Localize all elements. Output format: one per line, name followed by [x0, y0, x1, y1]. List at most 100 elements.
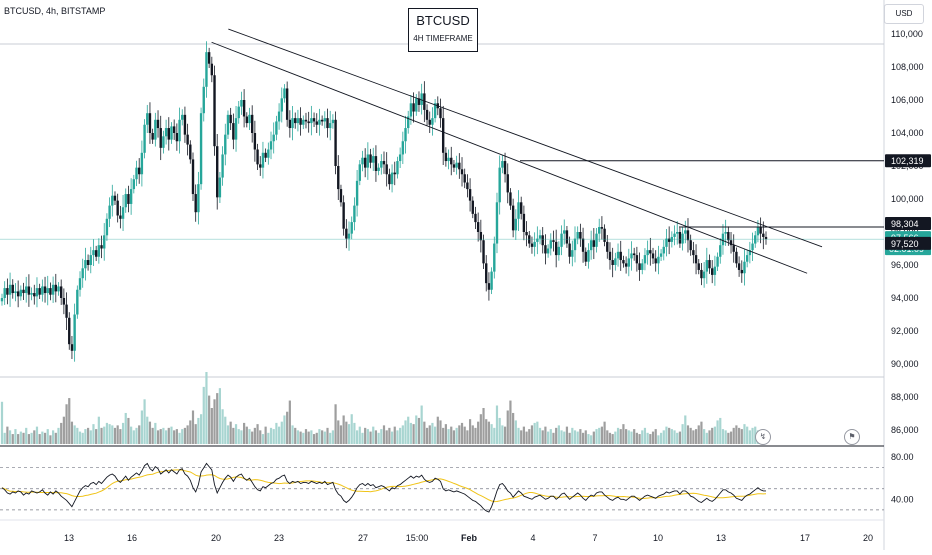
candle: [511, 205, 515, 231]
volume-bar: [41, 431, 44, 444]
candle: [646, 250, 649, 256]
volume-bar: [517, 427, 520, 444]
volume-bar: [668, 427, 671, 444]
candle: [506, 174, 509, 193]
volume-bar: [560, 430, 563, 444]
volume-bar: [444, 424, 447, 444]
volume-bars: [0, 372, 762, 444]
time-tick-label: 13: [716, 533, 726, 543]
candle: [676, 232, 679, 234]
bolt-icon[interactable]: ↯: [755, 429, 771, 445]
volume-bar: [234, 424, 238, 444]
volume-bar: [670, 429, 673, 444]
candle: [304, 119, 308, 122]
upper-descending-trendline[interactable]: [228, 28, 823, 248]
candle: [409, 103, 413, 117]
volume-bar: [455, 427, 458, 444]
time-axis[interactable]: 13 16 20 23 27 15:00 Feb 4 7 10 13 17 20: [64, 533, 873, 543]
candle: [318, 119, 321, 125]
symbol-info: BTCUSD, 4h, BITSTAMP: [4, 6, 106, 16]
volume-bar: [616, 427, 620, 444]
candle: [121, 207, 125, 219]
candle: [587, 250, 590, 262]
volume-bar: [140, 410, 143, 444]
volume-bar: [705, 432, 708, 444]
volume-bar: [592, 431, 595, 444]
candle: [519, 202, 523, 214]
volume-bar: [27, 434, 31, 444]
volume-bar: [635, 432, 638, 444]
candle: [740, 269, 743, 274]
volume-bar: [11, 434, 14, 444]
price-axis[interactable]: 110,000108,000106,000104,000102,000100,0…: [891, 29, 924, 504]
volume-bar: [186, 425, 189, 444]
currency-button[interactable]: USD: [884, 4, 924, 24]
flag-icon[interactable]: ⚑: [844, 429, 860, 445]
volume-bar: [240, 430, 243, 444]
volume-bar: [103, 426, 106, 444]
volume-bar: [89, 430, 92, 444]
drawing-overlays[interactable]: [0, 28, 884, 274]
candle: [487, 283, 491, 290]
volume-bar: [224, 416, 227, 444]
candle: [554, 241, 558, 256]
candle: [38, 288, 41, 295]
volume-bar: [420, 405, 423, 444]
volume-bar: [533, 422, 536, 444]
volume-bar: [275, 422, 278, 444]
candle: [288, 119, 292, 129]
volume-bar: [205, 372, 208, 444]
candle: [81, 268, 84, 279]
candle: [678, 232, 682, 244]
volume-bar: [105, 422, 109, 444]
candle: [536, 238, 539, 242]
volume-bar: [251, 431, 254, 444]
candle: [229, 114, 232, 124]
volume-bar: [229, 421, 232, 444]
candle: [382, 161, 386, 165]
candle: [294, 118, 297, 124]
volume-bar: [143, 399, 146, 444]
price-tick-label: 96,000: [891, 260, 919, 270]
candle: [428, 119, 431, 125]
volume-bar: [339, 425, 343, 444]
candle: [264, 152, 267, 158]
candle: [369, 154, 372, 163]
candle: [501, 161, 504, 168]
price-tick-label: 108,000: [891, 62, 924, 72]
candle: [224, 134, 227, 155]
volume-bar: [170, 426, 173, 444]
candle: [151, 133, 154, 140]
candle: [221, 154, 224, 178]
candle: [312, 118, 316, 122]
candle: [84, 260, 87, 269]
volume-bar: [514, 420, 517, 444]
lower-descending-trendline[interactable]: [211, 41, 808, 274]
time-tick-label: 7: [592, 533, 597, 543]
volume-bar: [130, 426, 133, 444]
volume-bar: [740, 429, 743, 444]
volume-bar: [121, 422, 125, 444]
volume-bar: [487, 421, 491, 444]
time-tick-label: 15:00: [406, 533, 429, 543]
candle: [708, 260, 711, 269]
volume-bar: [350, 414, 353, 444]
volume-bar: [108, 424, 111, 444]
volume-bar: [369, 431, 372, 444]
candle: [140, 152, 144, 175]
candle: [541, 235, 544, 246]
volume-bar: [124, 412, 127, 444]
volume-bar: [116, 425, 119, 444]
volume-bar: [498, 417, 501, 444]
candle: [62, 298, 66, 305]
volume-bar: [92, 424, 95, 444]
volume-bar: [318, 429, 321, 444]
rsi-panel: [0, 462, 884, 513]
volume-bar: [643, 427, 647, 444]
volume-bar: [267, 432, 270, 444]
candle: [41, 286, 44, 295]
candle: [94, 250, 98, 257]
price-tick-label: 86,000: [891, 425, 919, 435]
